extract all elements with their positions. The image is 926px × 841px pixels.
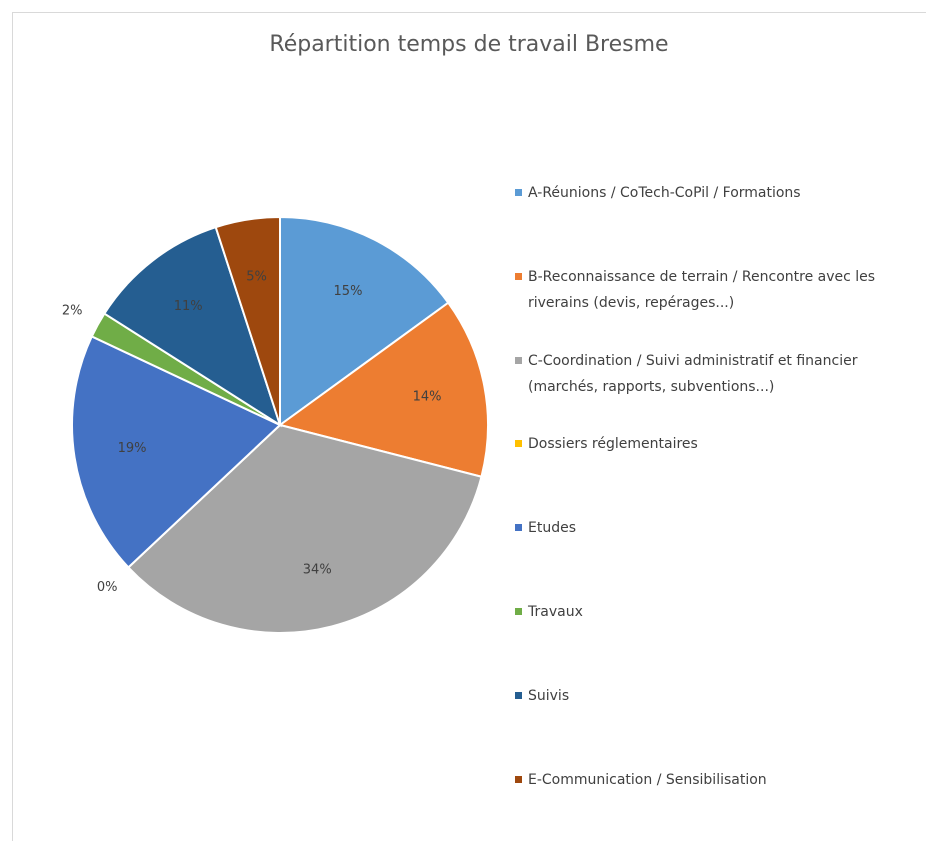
legend-swatch <box>515 189 522 196</box>
data-label: 34% <box>303 563 332 578</box>
legend-item: B-Reconnaissance de terrain / Rencontre … <box>512 264 922 316</box>
legend-item: E-Communication / Sensibilisation <box>512 767 922 793</box>
pie-slice <box>102 225 282 428</box>
pie-slice <box>71 335 282 569</box>
legend-label: A-Réunions / CoTech-CoPil / Formations <box>528 185 801 201</box>
legend-item: Suivis <box>512 683 922 709</box>
data-label: 15% <box>334 284 363 299</box>
legend-label: Travaux <box>528 604 583 620</box>
legend-item: Dossiers réglementaires <box>512 431 922 457</box>
data-label: 19% <box>118 441 147 456</box>
legend-label: C-Coordination / Suivi administratif et … <box>528 352 858 395</box>
chart-frame <box>12 12 926 841</box>
legend-swatch <box>515 356 522 364</box>
legend-swatch <box>515 775 522 783</box>
legend-label: Dossiers réglementaires <box>528 436 698 453</box>
data-label: 0% <box>97 580 118 595</box>
legend-swatch <box>515 272 522 280</box>
legend-label: B-Reconnaissance de terrain / Rencontre … <box>528 268 876 311</box>
data-label: 2% <box>62 303 83 318</box>
pie-slice <box>214 215 281 426</box>
chart-title: Répartition temps de travail Bresme <box>269 32 669 57</box>
legend-item: C-Coordination / Suivi administratif et … <box>512 348 922 400</box>
legend-label: Suivis <box>528 687 570 704</box>
legend-swatch <box>515 608 522 615</box>
pie-slice <box>277 301 489 478</box>
legend-label: E-Communication / Sensibilisation <box>528 771 767 788</box>
data-label: 14% <box>413 389 442 404</box>
legend-item: A-Réunions / CoTech-CoPil / Formations <box>512 180 922 206</box>
pie-slice <box>126 423 483 634</box>
legend-item: Etudes <box>512 515 922 541</box>
pie-slice <box>279 215 450 427</box>
legend-swatch <box>515 691 522 699</box>
data-label: 5% <box>246 270 267 285</box>
legend-swatch <box>515 440 522 448</box>
legend-label: Etudes <box>528 520 577 537</box>
legend-swatch <box>515 524 522 532</box>
data-label: 11% <box>174 299 203 314</box>
legend-item: Travaux <box>512 599 922 625</box>
